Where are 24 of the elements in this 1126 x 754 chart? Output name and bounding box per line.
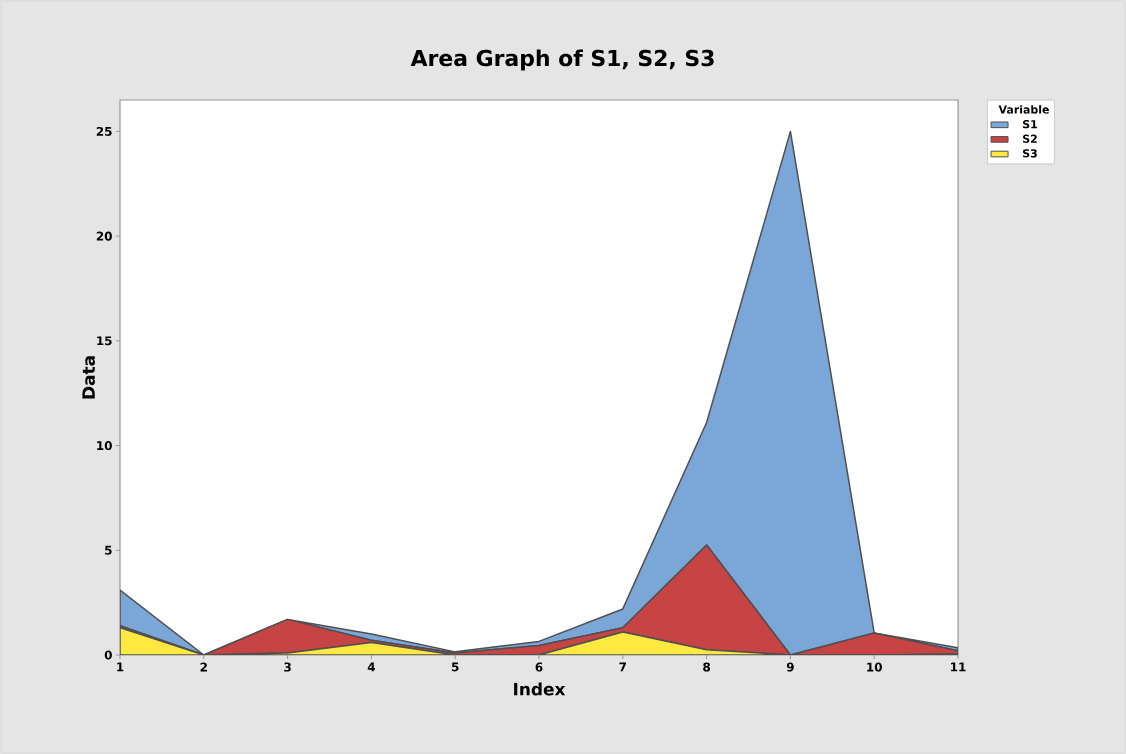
y-tick-label: 10 [97, 441, 112, 451]
y-tick-label: 15 [97, 336, 112, 346]
legend-title: Variable [998, 105, 1049, 114]
x-tick-label: 6 [535, 662, 543, 672]
x-tick-label: 3 [284, 662, 291, 672]
y-tick-label: 0 [104, 650, 112, 660]
legend-label: S3 [1023, 149, 1037, 158]
x-tick-label: 11 [951, 662, 966, 672]
x-tick-label: 9 [786, 662, 794, 672]
x-tick-label: 8 [703, 662, 711, 672]
y-tick-label: 25 [96, 126, 112, 136]
x-tick-label: 10 [867, 662, 882, 672]
x-tick-label: 2 [200, 662, 207, 672]
x-tick-label: 4 [367, 662, 376, 672]
chart-title: Area Graph of S1, S2, S3 [410, 49, 714, 71]
legend-label: S1 [1023, 120, 1037, 129]
x-tick-label: 7 [619, 662, 627, 672]
x-axis-title: Index [514, 682, 566, 696]
x-tick-label: 1 [117, 662, 124, 672]
y-tick-label: 20 [96, 231, 112, 241]
y-axis-title: Data [82, 356, 95, 399]
y-tick-label: 5 [105, 545, 112, 555]
x-tick-label: 5 [451, 662, 459, 672]
legend-label: S2 [1023, 134, 1037, 143]
